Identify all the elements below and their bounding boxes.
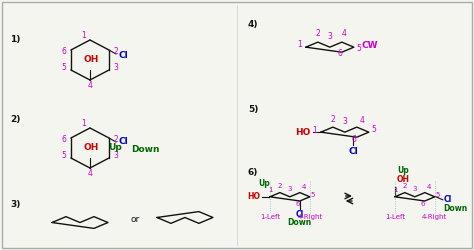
Text: 1-Left: 1-Left [260, 214, 280, 220]
Text: Up: Up [258, 179, 270, 188]
Text: 1: 1 [312, 126, 317, 135]
Text: 2: 2 [402, 182, 407, 188]
Text: Up: Up [397, 166, 409, 175]
Text: 5: 5 [372, 125, 377, 134]
Text: 1: 1 [297, 40, 302, 49]
Text: HO: HO [295, 128, 311, 137]
Text: 2: 2 [114, 48, 118, 56]
Text: 1: 1 [393, 187, 398, 193]
Text: 3: 3 [342, 117, 347, 126]
Text: 4): 4) [248, 20, 258, 29]
Text: 4: 4 [341, 29, 346, 38]
Text: 6: 6 [62, 48, 66, 56]
Text: 1: 1 [82, 118, 86, 128]
Text: Cl: Cl [296, 210, 304, 219]
Text: 4-Right: 4-Right [297, 214, 322, 220]
Text: Cl: Cl [348, 147, 358, 156]
Text: OH: OH [83, 55, 99, 64]
Text: 6: 6 [351, 135, 356, 144]
Text: 2): 2) [10, 115, 20, 124]
Text: 5: 5 [62, 64, 66, 72]
Text: 3: 3 [288, 186, 292, 192]
Text: Up: Up [108, 143, 122, 152]
Text: 3: 3 [113, 64, 118, 72]
Text: 5: 5 [311, 192, 315, 198]
Text: 4: 4 [360, 116, 365, 125]
Text: CW: CW [362, 41, 378, 50]
Text: 1: 1 [269, 187, 273, 193]
Text: OH: OH [397, 175, 410, 184]
Text: or: or [130, 216, 139, 224]
Text: 4: 4 [88, 80, 92, 90]
Text: Cl: Cl [119, 138, 129, 146]
Text: 1: 1 [82, 30, 86, 40]
Text: 3: 3 [412, 186, 417, 192]
Text: 5: 5 [436, 192, 440, 198]
Text: 5): 5) [248, 105, 258, 114]
Text: Down: Down [131, 146, 159, 154]
Text: HO: HO [247, 192, 260, 201]
Text: Cl: Cl [119, 52, 129, 60]
Text: 2: 2 [278, 182, 282, 188]
Text: 6: 6 [62, 136, 66, 144]
Text: 4: 4 [88, 168, 92, 177]
Text: 6): 6) [248, 168, 258, 177]
Text: 6: 6 [420, 201, 425, 207]
Text: 4-Right: 4-Right [422, 214, 447, 220]
Text: 4: 4 [302, 184, 306, 190]
FancyBboxPatch shape [2, 2, 472, 248]
Text: 3: 3 [328, 32, 332, 41]
Text: 6: 6 [296, 201, 300, 207]
Text: 1): 1) [10, 35, 20, 44]
Text: 6: 6 [337, 49, 342, 58]
Text: Down: Down [288, 218, 312, 227]
Text: 4: 4 [427, 184, 431, 190]
Text: OH: OH [83, 143, 99, 152]
Text: 2: 2 [316, 29, 320, 38]
Text: 3: 3 [113, 152, 118, 160]
Text: 3): 3) [10, 200, 20, 209]
Text: 2: 2 [330, 115, 335, 124]
Text: 2: 2 [114, 136, 118, 144]
Text: 5: 5 [357, 44, 362, 53]
Text: 5: 5 [62, 152, 66, 160]
Text: Down: Down [443, 204, 467, 213]
Text: Cl: Cl [444, 195, 452, 204]
Text: 1-Left: 1-Left [385, 214, 405, 220]
